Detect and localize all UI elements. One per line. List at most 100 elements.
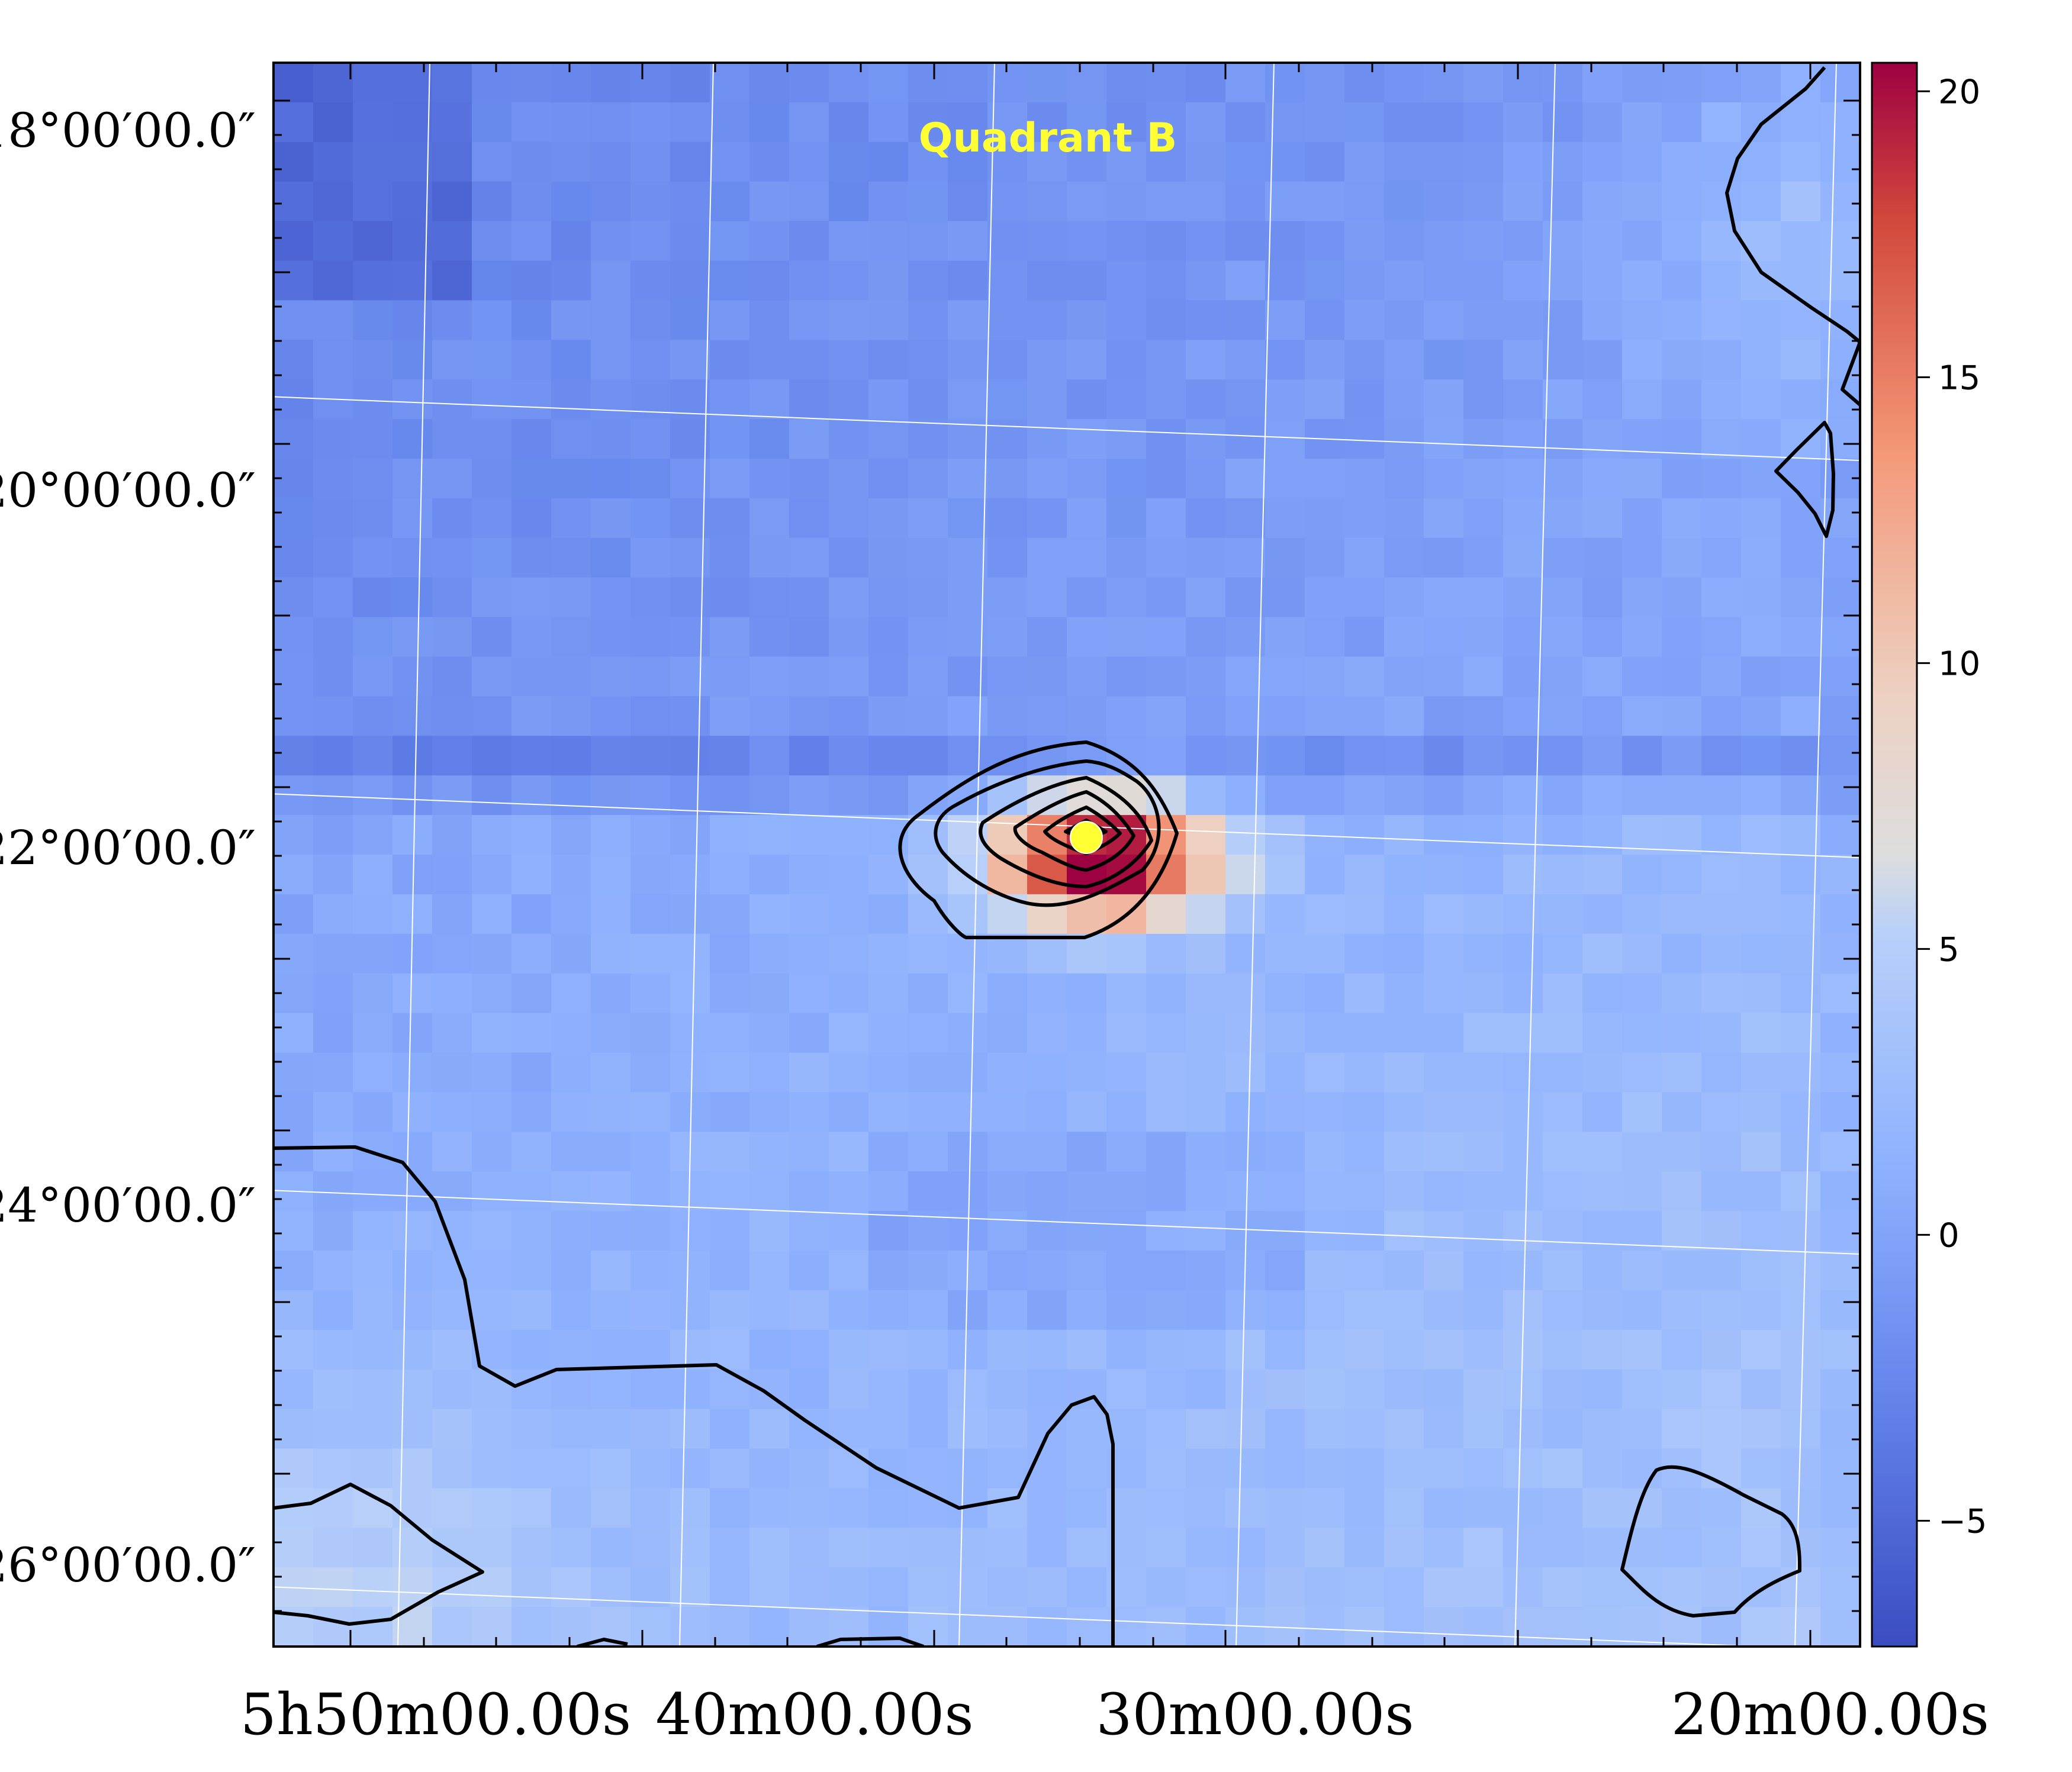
heatmap-cell [829,973,869,1014]
heatmap-cell [1424,102,1464,143]
heatmap-cell [1344,1290,1385,1330]
heatmap-cell [1106,1052,1147,1093]
heatmap-cell [1344,815,1385,855]
heatmap-cell [670,1607,710,1647]
heatmap-cell [1543,933,1583,974]
heatmap-cell [829,102,869,143]
heatmap-cell [1146,933,1186,974]
heatmap-cell [1662,221,1702,262]
heatmap-cell [1424,1369,1464,1410]
heatmap-cell [392,102,433,143]
heatmap-cell [1781,1132,1821,1172]
heatmap-cell [868,775,909,816]
heatmap-cell [987,102,1028,143]
heatmap-cell [1027,102,1067,143]
heatmap-cell [1384,537,1424,578]
heatmap-cell [710,815,750,855]
heatmap-cell [789,102,829,143]
heatmap-cell [392,736,433,776]
heatmap-cell [392,1052,433,1093]
heatmap-cell [1146,973,1186,1014]
plot-frame [272,62,1861,1648]
heatmap-cell [749,1290,790,1330]
heatmap-cell [551,1607,591,1647]
heatmap-cell [1662,1092,1702,1133]
heatmap-cell [274,63,314,103]
heatmap-cell [1701,696,1742,737]
heatmap-cell [1186,1211,1226,1251]
heatmap-cell [1503,181,1543,222]
heatmap-cell [1344,1132,1385,1172]
heatmap-cell [1265,775,1305,816]
heatmap-cell [1225,1171,1266,1212]
heatmap-cell [1344,736,1385,776]
heatmap-cell [1146,656,1186,697]
heatmap-cell [630,656,671,697]
heatmap-cell [1146,1013,1186,1053]
heatmap-cell [829,300,869,341]
heatmap-cell [630,537,671,578]
heatmap-cell [511,498,552,539]
heatmap-cell [948,1013,988,1053]
heatmap-cell [1106,1369,1147,1410]
heatmap-cell [313,260,353,301]
heatmap-cell [1741,1607,1781,1647]
heatmap-cell [1741,736,1781,776]
heatmap-cell [551,181,591,222]
heatmap-cell [1146,1528,1186,1568]
heatmap-cell [353,815,393,855]
heatmap-cell [670,1369,710,1410]
heatmap-cell [1067,855,1107,895]
heatmap-cell [1701,102,1742,143]
heatmap-cell [1463,1013,1504,1053]
heatmap-cell [274,1290,314,1330]
heatmap-cell [1186,894,1226,935]
heatmap-cell [1146,459,1186,499]
heatmap-cell [1424,1567,1464,1607]
heatmap-cell [1622,1409,1662,1449]
heatmap-cell [1265,459,1305,499]
heatmap-cell [987,498,1028,539]
heatmap-cell [1146,537,1186,578]
heatmap-cell [987,696,1028,737]
heatmap-cell [1265,1092,1305,1133]
heatmap-cell [353,894,393,935]
heatmap-cell [1305,221,1345,262]
heatmap-cell [1543,181,1583,222]
heatmap-cell [1424,855,1464,895]
heatmap-cell [868,1409,909,1449]
heatmap-cell [1027,696,1067,737]
heatmap-cell [1543,379,1583,420]
heatmap-cell [1701,855,1742,895]
heatmap-cell [353,1448,393,1489]
heatmap-cell [1463,221,1504,262]
colorbar-tick-label: 5 [1938,930,1960,969]
heatmap-cell [1265,1171,1305,1212]
heatmap-cell [1662,379,1702,420]
heatmap-cell [472,379,512,420]
colorbar-tick-label: 20 [1938,73,1980,111]
heatmap-cell [1027,656,1067,697]
heatmap-cell [1027,537,1067,578]
heatmap-cell [1305,379,1345,420]
heatmap-cell [1662,1488,1702,1529]
heatmap-cell [1701,736,1742,776]
heatmap-cell [472,1092,512,1133]
heatmap-cell [1781,1171,1821,1212]
heatmap-cell [392,696,433,737]
heatmap-cell [1344,340,1385,380]
heatmap-cell [1384,181,1424,222]
heatmap-cell [591,141,631,182]
heatmap-cell [1503,1052,1543,1093]
heatmap-cell [630,1290,671,1330]
heatmap-cell [630,459,671,499]
heatmap-cell [274,1251,314,1291]
heatmap-cell [1741,221,1781,262]
heatmap-cell [551,855,591,895]
heatmap-cell [908,1013,948,1053]
heatmap-cell [1582,1369,1623,1410]
heatmap-cell [1582,141,1623,182]
heatmap-cell [829,775,869,816]
heatmap-cell [1582,1211,1623,1251]
